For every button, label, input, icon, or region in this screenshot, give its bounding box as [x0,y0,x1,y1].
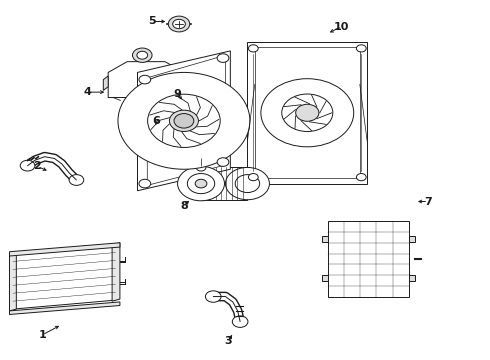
Circle shape [175,147,180,150]
Circle shape [356,174,366,181]
Polygon shape [201,167,247,200]
Circle shape [195,179,207,188]
Text: 3: 3 [224,336,232,346]
Polygon shape [147,55,225,185]
Circle shape [170,110,198,131]
Circle shape [69,175,84,185]
Text: 6: 6 [152,116,160,126]
Polygon shape [409,236,415,242]
Circle shape [356,45,366,52]
Circle shape [232,316,248,327]
Circle shape [217,54,229,62]
Polygon shape [409,275,415,282]
Circle shape [217,158,229,166]
Circle shape [148,147,153,150]
Polygon shape [108,62,184,98]
Circle shape [140,137,150,144]
Circle shape [147,94,220,148]
Circle shape [139,179,151,188]
Circle shape [248,174,258,181]
Circle shape [196,164,206,171]
Circle shape [205,291,221,302]
Bar [247,42,367,184]
Polygon shape [9,302,120,315]
Circle shape [20,160,35,171]
Circle shape [137,51,147,59]
Circle shape [176,135,191,146]
Circle shape [177,166,224,201]
Text: 9: 9 [173,89,181,99]
Bar [328,221,409,297]
Polygon shape [112,243,120,301]
Polygon shape [322,275,328,282]
Circle shape [295,104,319,121]
Circle shape [187,174,215,194]
Text: 1: 1 [38,330,46,340]
Polygon shape [103,76,108,90]
Circle shape [248,45,258,52]
Polygon shape [13,244,116,309]
Circle shape [159,149,170,157]
Circle shape [172,19,185,29]
Polygon shape [9,243,120,256]
Circle shape [282,94,333,131]
Text: 4: 4 [84,87,92,97]
Text: 10: 10 [334,22,349,32]
Polygon shape [138,51,230,191]
Circle shape [174,113,194,128]
Polygon shape [145,128,184,153]
Circle shape [261,79,354,147]
Circle shape [235,175,260,193]
Circle shape [139,75,151,84]
Circle shape [225,167,270,200]
Circle shape [136,134,154,147]
Text: 2: 2 [33,161,41,171]
Polygon shape [322,236,328,242]
Text: 7: 7 [424,197,432,207]
Circle shape [132,48,152,62]
Polygon shape [9,253,16,311]
Text: 8: 8 [180,201,188,211]
Circle shape [118,72,250,169]
Circle shape [168,16,190,32]
Text: 5: 5 [148,17,156,27]
Polygon shape [191,161,220,167]
Bar [255,47,360,178]
